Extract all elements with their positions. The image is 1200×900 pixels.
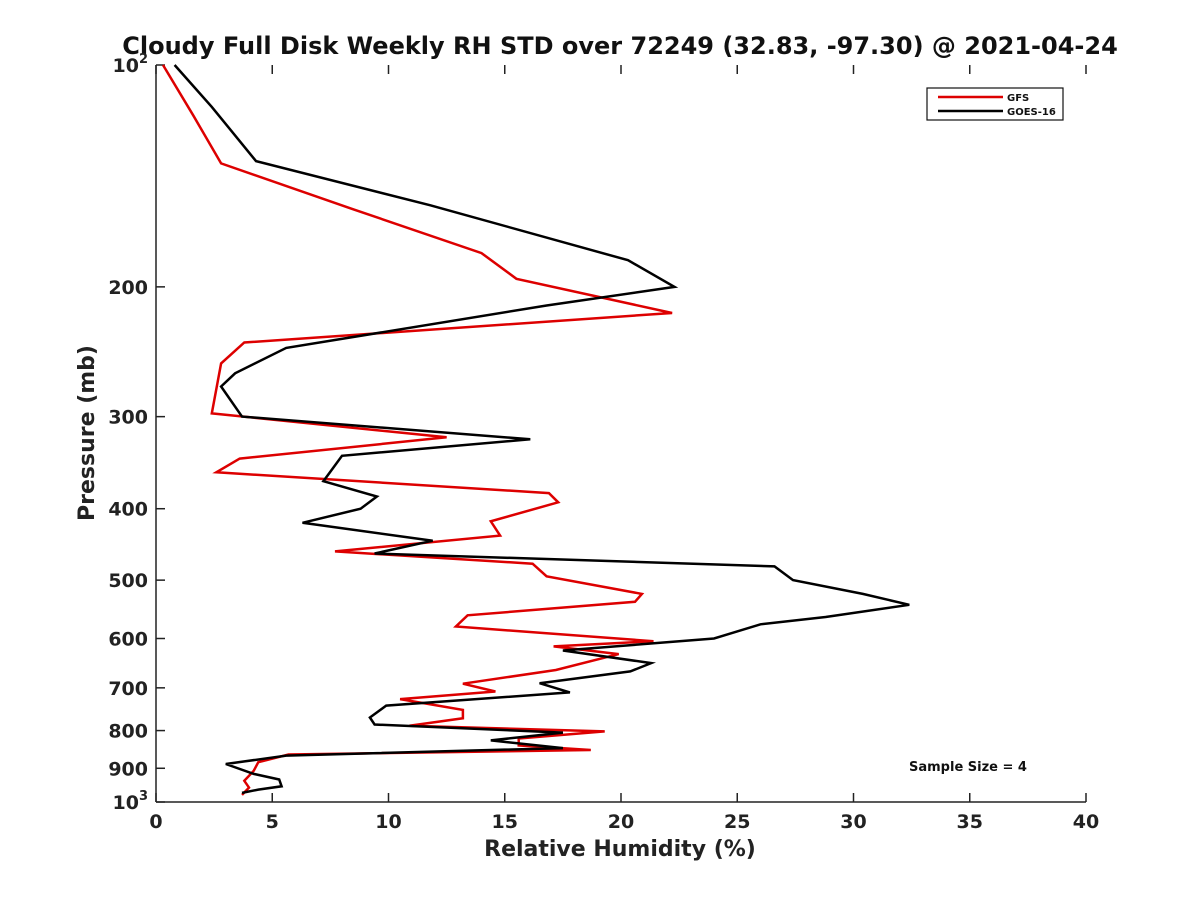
x-tick-label: 30 [840,811,866,833]
axis-ticks: 0 5 10 15 20 25 30 35 40 102 200 300 400 500 600 700 800… [108,52,1099,833]
data-series [161,64,910,796]
x-tick-label: 20 [608,811,634,833]
y-tick-label: 400 [108,499,148,521]
sample-size-annotation: Sample Size = 4 [909,760,1027,775]
y-tick-label: 700 [108,678,148,700]
y-tick-label: 200 [108,277,148,299]
x-tick-label: 35 [957,811,983,833]
y-tick-label: 103 [113,789,149,814]
chart-title: Cloudy Full Disk Weekly RH STD over 7224… [122,32,1118,60]
x-tick-label: 10 [375,811,401,833]
legend-box [926,87,1064,121]
x-axis-label: Relative Humidity (%) [484,837,756,862]
y-axis-label: Pressure (mb) [75,345,100,521]
x-tick-label: 25 [724,811,750,833]
y-tick-label: 500 [108,570,148,592]
series-line-goes16 [173,64,910,795]
x-tick-label: 40 [1073,811,1099,833]
x-tick-label: 0 [149,811,162,833]
y-tick-label: 102 [113,52,149,77]
x-tick-label: 5 [266,811,279,833]
y-tick-label: 800 [108,721,148,743]
legend-label-goes16: GOES-16 [1007,107,1056,118]
plot-area [156,65,1086,802]
x-tick-label: 15 [492,811,518,833]
legend-label-gfs: GFS [1007,93,1029,104]
y-tick-label: 600 [108,628,148,650]
legend: GFS GOES-16 [926,87,1064,121]
y-tick-label: 300 [108,407,148,429]
y-tick-label: 900 [108,758,148,780]
